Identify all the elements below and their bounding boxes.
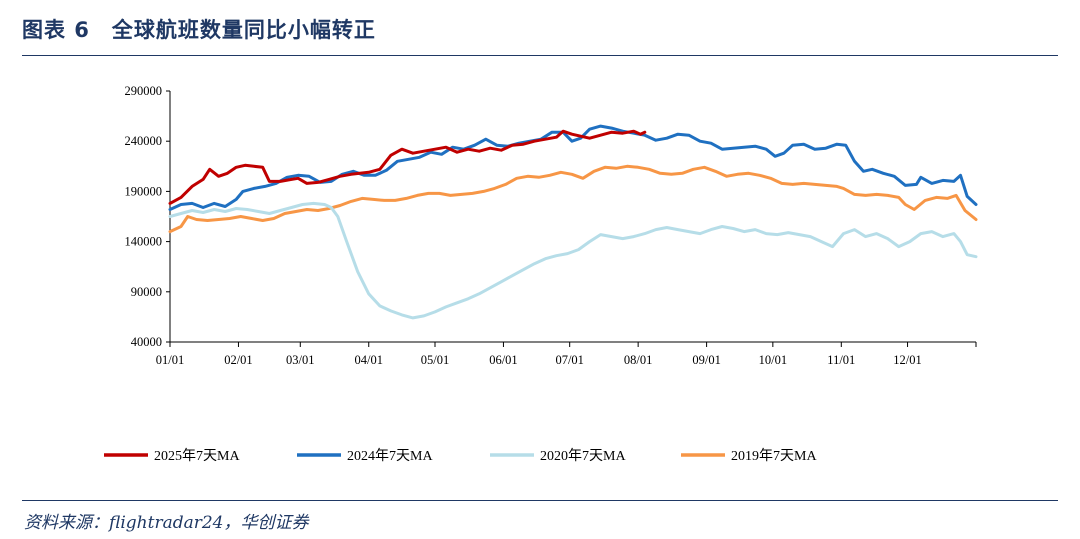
x-tick-label: 12/01 bbox=[893, 353, 921, 367]
x-tick-label: 10/01 bbox=[759, 353, 787, 367]
legend-label: 2025年7天MA bbox=[154, 448, 240, 464]
y-tick-label: 240000 bbox=[125, 134, 163, 148]
series-layer bbox=[168, 124, 978, 320]
footer-divider bbox=[22, 500, 1058, 501]
y-axis: 40000 90000 140000 190000 240000 290000 bbox=[125, 84, 171, 349]
x-tick-label: 07/01 bbox=[555, 353, 583, 367]
y-tick-label: 290000 bbox=[125, 84, 163, 98]
x-tick-label: 06/01 bbox=[489, 353, 517, 367]
source-note: 资料来源：flightradar24，华创证券 bbox=[24, 513, 309, 533]
x-tick-label: 05/01 bbox=[421, 353, 449, 367]
title-bar: 图表 6 全球航班数量同比小幅转正 bbox=[22, 10, 1058, 46]
y-tick-label: 90000 bbox=[131, 285, 162, 299]
series-line-2020年7天MA bbox=[168, 201, 978, 320]
y-tick-label: 140000 bbox=[125, 235, 163, 249]
page-title: 图表 6 全球航班数量同比小幅转正 bbox=[22, 18, 376, 42]
series-line-2024年7天MA bbox=[168, 124, 978, 211]
title-divider bbox=[22, 55, 1058, 56]
legend-label: 2019年7天MA bbox=[731, 448, 817, 464]
x-tick-label: 01/01 bbox=[156, 353, 184, 367]
legend-label: 2020年7天MA bbox=[540, 448, 626, 464]
legend-label: 2024年7天MA bbox=[347, 448, 433, 464]
x-tick-label: 04/01 bbox=[354, 353, 382, 367]
x-tick-label: 02/01 bbox=[224, 353, 252, 367]
series-line-2025年7天MA bbox=[168, 129, 647, 205]
series-line-2019年7天MA bbox=[168, 164, 978, 234]
y-tick-label: 40000 bbox=[131, 335, 162, 349]
x-tick-label: 08/01 bbox=[624, 353, 652, 367]
y-tick-label: 190000 bbox=[125, 184, 163, 198]
x-tick-label: 09/01 bbox=[692, 353, 720, 367]
x-tick-label: 03/01 bbox=[286, 353, 314, 367]
x-tick-label: 11/01 bbox=[827, 353, 855, 367]
legend: 2025年7天MA 2024年7天MA 2020年7天MA 2019年7天MA bbox=[104, 448, 817, 464]
x-axis: 01/01 02/01 03/01 04/01 05/01 06/01 07/01 08/01… bbox=[156, 341, 977, 367]
